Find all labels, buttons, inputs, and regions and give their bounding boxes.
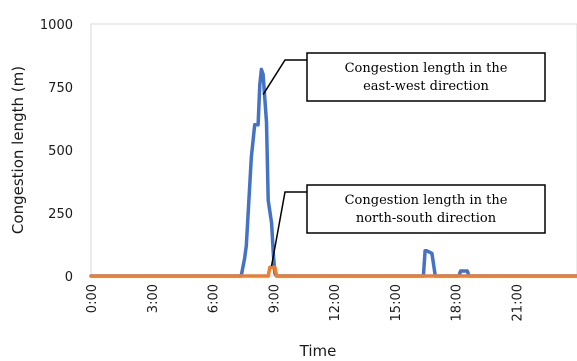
callout-label-0: Congestion length in the east-west direct… [345,61,508,94]
y-tick-label: 750 [48,81,73,96]
y-tick-label: 1000 [40,18,73,33]
x-tick-label: 21:00 [510,284,525,321]
series-line-1 [89,265,577,278]
callout-box-1 [306,184,546,234]
x-axis-title: Time [299,342,337,360]
x-tick-label: 15:00 [389,284,404,321]
y-axis-title: Congestion length (m) [9,66,27,234]
x-tick-label: 6:00 [207,284,222,313]
callout-layer: Congestion length in the east-west direct… [262,52,546,267]
callout-label-line: north-south direction [356,211,497,226]
callout-box-0 [306,52,546,102]
callout-leader-0 [262,59,307,95]
callout-leader-1 [270,191,307,267]
y-tick-label: 250 [48,207,73,222]
y-tick-labels: 0 250 500 750 1000 [40,18,73,285]
callout-label-1: Congestion length in the north-south dire… [345,193,508,226]
x-tick-label: 12:00 [328,284,343,321]
y-tick-label: 0 [65,270,73,285]
callout-label-line: Congestion length in the [345,61,508,76]
callout-label-line: east-west direction [363,79,489,94]
x-tick-label: 9:00 [267,284,282,313]
y-tick-label: 500 [48,144,73,159]
x-tick-labels: 0:00 3:00 6:00 9:00 12:00 15:00 18:00 21:00 [85,284,525,321]
x-tick-label: 0:00 [85,284,100,313]
x-tick-label: 18:00 [450,284,465,321]
callout-label-line: Congestion length in the [345,193,508,208]
x-tick-label: 3:00 [146,284,161,313]
series-layer [89,67,577,278]
